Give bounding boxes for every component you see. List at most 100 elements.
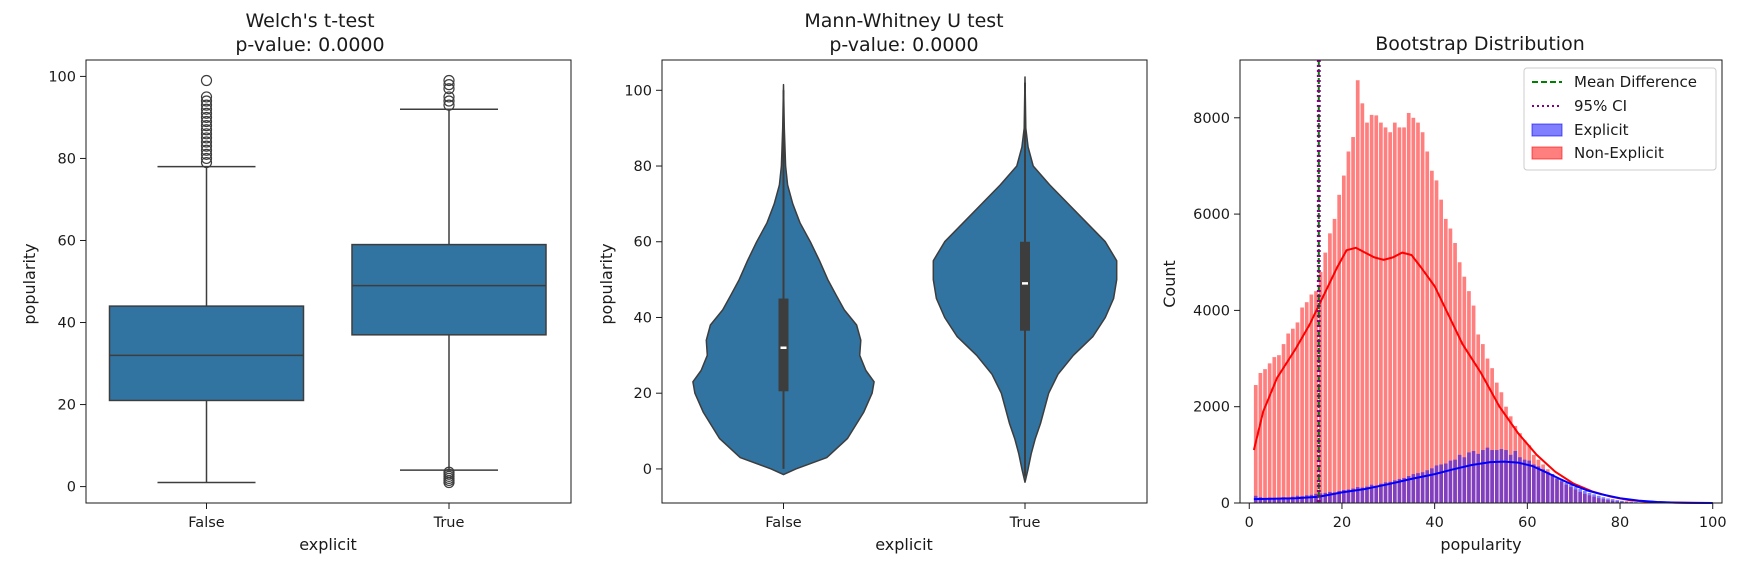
box-outlier <box>200 115 213 128</box>
explicit-bar <box>1300 496 1304 503</box>
non-explicit-bar <box>1383 127 1388 504</box>
explicit-bar <box>1397 478 1402 503</box>
non-explicit-bar <box>1267 363 1272 503</box>
box-outlier <box>200 136 213 148</box>
non-explicit-bar <box>1341 175 1346 503</box>
non-explicit-bar <box>1457 262 1462 503</box>
explicit-bar <box>1504 450 1508 503</box>
explicit-bar <box>1392 480 1397 503</box>
explicit-bar <box>1518 457 1522 503</box>
violin-y-ticks: 0 20 40 60 80 100 <box>624 83 662 478</box>
non-explicit-bar <box>1337 194 1342 503</box>
box-outlier <box>443 83 455 95</box>
boxplot-x-label: explicit <box>299 535 357 554</box>
box-outlier <box>443 74 455 87</box>
boxplot-y-tick-label: 80 <box>58 151 76 167</box>
violin-y-tick-label: 100 <box>624 83 652 99</box>
explicit-bar <box>1610 499 1615 503</box>
histogram-x-tick-label: 60 <box>1518 515 1536 531</box>
boxplot-axes-frame <box>85 59 572 504</box>
non-explicit-bar <box>1258 372 1263 503</box>
explicit-bar <box>1328 491 1332 503</box>
box-outlier <box>443 91 455 103</box>
explicit-bar <box>1439 464 1443 503</box>
histogram-title: Bootstrap Distribution <box>1375 33 1584 55</box>
explicit-bar <box>1351 488 1355 503</box>
explicit-bar <box>1531 464 1536 503</box>
non-explicit-bar <box>1309 294 1314 503</box>
box-outlier <box>200 148 213 160</box>
explicit-bar <box>1615 500 1620 503</box>
box-outlier <box>443 99 455 111</box>
boxplot-plot-area <box>108 74 547 489</box>
non-explicit-bar <box>1411 117 1416 504</box>
histogram-axes-frame <box>1239 59 1723 504</box>
legend-explicit-swatch <box>1531 123 1563 137</box>
explicit-bar <box>1582 490 1587 503</box>
explicit-bar <box>1309 494 1314 503</box>
explicit-bar <box>1318 493 1323 503</box>
box-outlier <box>200 140 213 152</box>
explicit-bar <box>1332 492 1337 503</box>
histogram-y-label: Count <box>1160 260 1179 308</box>
non-explicit-bar <box>1453 242 1457 503</box>
non-explicit-bar <box>1365 122 1369 503</box>
non-explicit-bar <box>1439 199 1443 504</box>
non-explicit-bar <box>1281 344 1286 503</box>
non-explicit-bar <box>1402 127 1406 504</box>
non-explicit-bar <box>1476 334 1481 503</box>
legend-explicit-label: Explicit <box>1574 121 1629 139</box>
violin-x-tick-false: False <box>765 515 801 531</box>
violin-plot-area <box>692 76 1118 483</box>
non-explicit-bar <box>1494 382 1499 503</box>
histogram-y-tick-label: 8000 <box>1193 111 1230 127</box>
boxplot-x-tick-false: False <box>188 515 224 531</box>
violin-iqr-bar <box>778 298 789 392</box>
explicit-bar <box>1267 497 1272 503</box>
violin-x-label: explicit <box>875 535 933 554</box>
legend-frame <box>1523 67 1717 171</box>
non-explicit-bar <box>1406 112 1411 503</box>
explicit-bar <box>1365 486 1369 503</box>
non-explicit-bar <box>1485 358 1490 503</box>
violin-title-line2: p-value: 0.0000 <box>829 34 978 56</box>
non-explicit-bar <box>1416 122 1420 503</box>
box-outlier <box>200 74 213 87</box>
violin-title-line1: Mann-Whitney U test <box>804 10 1003 32</box>
explicit-bar <box>1545 472 1550 503</box>
panel-boxplot: Welch's t-test p-value: 0.0000 0 20 40 60 80… <box>20 10 572 554</box>
non-explicit-bar <box>1300 307 1304 503</box>
violin-y-tick-label: 0 <box>643 462 652 478</box>
non-explicit-bar <box>1272 357 1277 503</box>
box-outlier <box>200 91 213 103</box>
explicit-bar <box>1402 477 1406 503</box>
histogram-x-tick-label: 40 <box>1425 515 1443 531</box>
non-explicit-bar <box>1346 151 1351 503</box>
explicit-bar <box>1304 495 1309 503</box>
box-outlier <box>200 99 213 111</box>
explicit-bar <box>1587 492 1592 503</box>
histogram-x-ticks: 0 20 40 60 80 100 <box>1245 503 1727 531</box>
box-iqr <box>351 243 547 336</box>
non-explicit-bar <box>1388 132 1393 503</box>
panel-histogram: Bootstrap Distribution 02000400060008000… <box>1160 33 1727 554</box>
violin-axes-frame <box>661 59 1148 504</box>
legend-95ci-label: 95% CI <box>1574 97 1627 115</box>
non-explicit-bar <box>1277 355 1281 503</box>
explicit-bar <box>1476 453 1481 503</box>
explicit-bar <box>1420 472 1425 503</box>
explicit-bar <box>1569 484 1573 503</box>
non-explicit-bar <box>1318 271 1323 503</box>
non-explicit-bar <box>1263 369 1267 503</box>
boxplot-y-tick-label: 0 <box>67 480 76 496</box>
explicit-bar <box>1416 473 1420 503</box>
explicit-bar <box>1494 450 1499 503</box>
non-explicit-bar <box>1304 302 1309 503</box>
histogram-legend: Mean Difference 95% CI Explicit Non-Expl… <box>1523 67 1717 171</box>
non-explicit-bar <box>1323 252 1328 503</box>
boxplot-y-ticks: 0 20 40 60 80 100 <box>48 69 86 496</box>
non-explicit-bar <box>1379 122 1383 503</box>
legend-mean-difference-label: Mean Difference <box>1574 73 1697 91</box>
non-explicit-bar <box>1369 114 1374 503</box>
